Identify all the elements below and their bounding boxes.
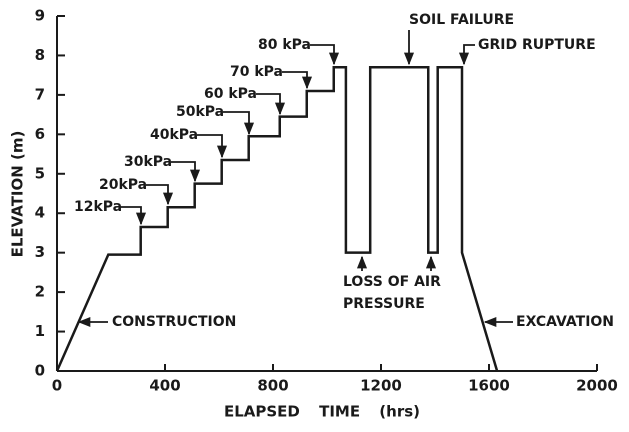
y-tick-label: 7 bbox=[35, 85, 45, 103]
annotation: PRESSURE bbox=[343, 296, 425, 312]
annotation-arrow bbox=[120, 206, 147, 226]
y-tick-label: 0 bbox=[35, 362, 45, 380]
y-tick-label: 3 bbox=[35, 243, 45, 261]
annotation-arrow bbox=[171, 161, 201, 183]
annotation: 30kPa bbox=[124, 154, 172, 170]
y-tick-label: 2 bbox=[35, 283, 45, 301]
annotation-arrow bbox=[282, 71, 313, 90]
y-tick-label: 1 bbox=[35, 322, 45, 340]
annotation: 40kPa bbox=[150, 127, 198, 143]
y-axis-label: ELEVATION (m) bbox=[9, 131, 27, 258]
x-tick-label: 400 bbox=[149, 377, 180, 395]
annotation-arrow bbox=[310, 44, 340, 66]
annotation: 70 kPa bbox=[230, 64, 283, 80]
y-tick-label: 4 bbox=[35, 204, 45, 222]
x-axis-label: ELAPSED TIME (hrs) bbox=[224, 403, 420, 421]
annotation: 50kPa bbox=[176, 104, 224, 120]
annotation: 80 kPa bbox=[258, 37, 311, 53]
annotation: 20kPa bbox=[99, 177, 147, 193]
x-tick-label: 2000 bbox=[576, 377, 618, 395]
annotation: 12kPa bbox=[74, 199, 122, 215]
annotation: LOSS OF AIR bbox=[343, 274, 441, 290]
annotation: GRID RUPTURE bbox=[478, 37, 596, 53]
x-tick-label: 1200 bbox=[360, 377, 402, 395]
annotation: EXCAVATION bbox=[516, 314, 614, 330]
y-tick-label: 5 bbox=[35, 164, 45, 182]
annotation-arrow bbox=[256, 93, 286, 116]
annotation-arrow bbox=[197, 134, 228, 159]
annotation-arrow bbox=[223, 111, 255, 136]
x-tick-label: 1600 bbox=[468, 377, 510, 395]
annotation-arrow bbox=[146, 184, 174, 206]
annotation-arrow bbox=[458, 44, 475, 66]
y-tick-label: 8 bbox=[35, 46, 45, 64]
data-line bbox=[55, 66, 499, 372]
annotation: CONSTRUCTION bbox=[112, 314, 236, 330]
annotation: SOIL FAILURE bbox=[409, 12, 514, 28]
y-tick-label: 9 bbox=[35, 7, 45, 25]
annotation: 60 kPa bbox=[204, 86, 257, 102]
y-tick-label: 6 bbox=[35, 125, 45, 143]
x-tick-label: 0 bbox=[52, 377, 62, 395]
x-tick-label: 800 bbox=[257, 377, 288, 395]
